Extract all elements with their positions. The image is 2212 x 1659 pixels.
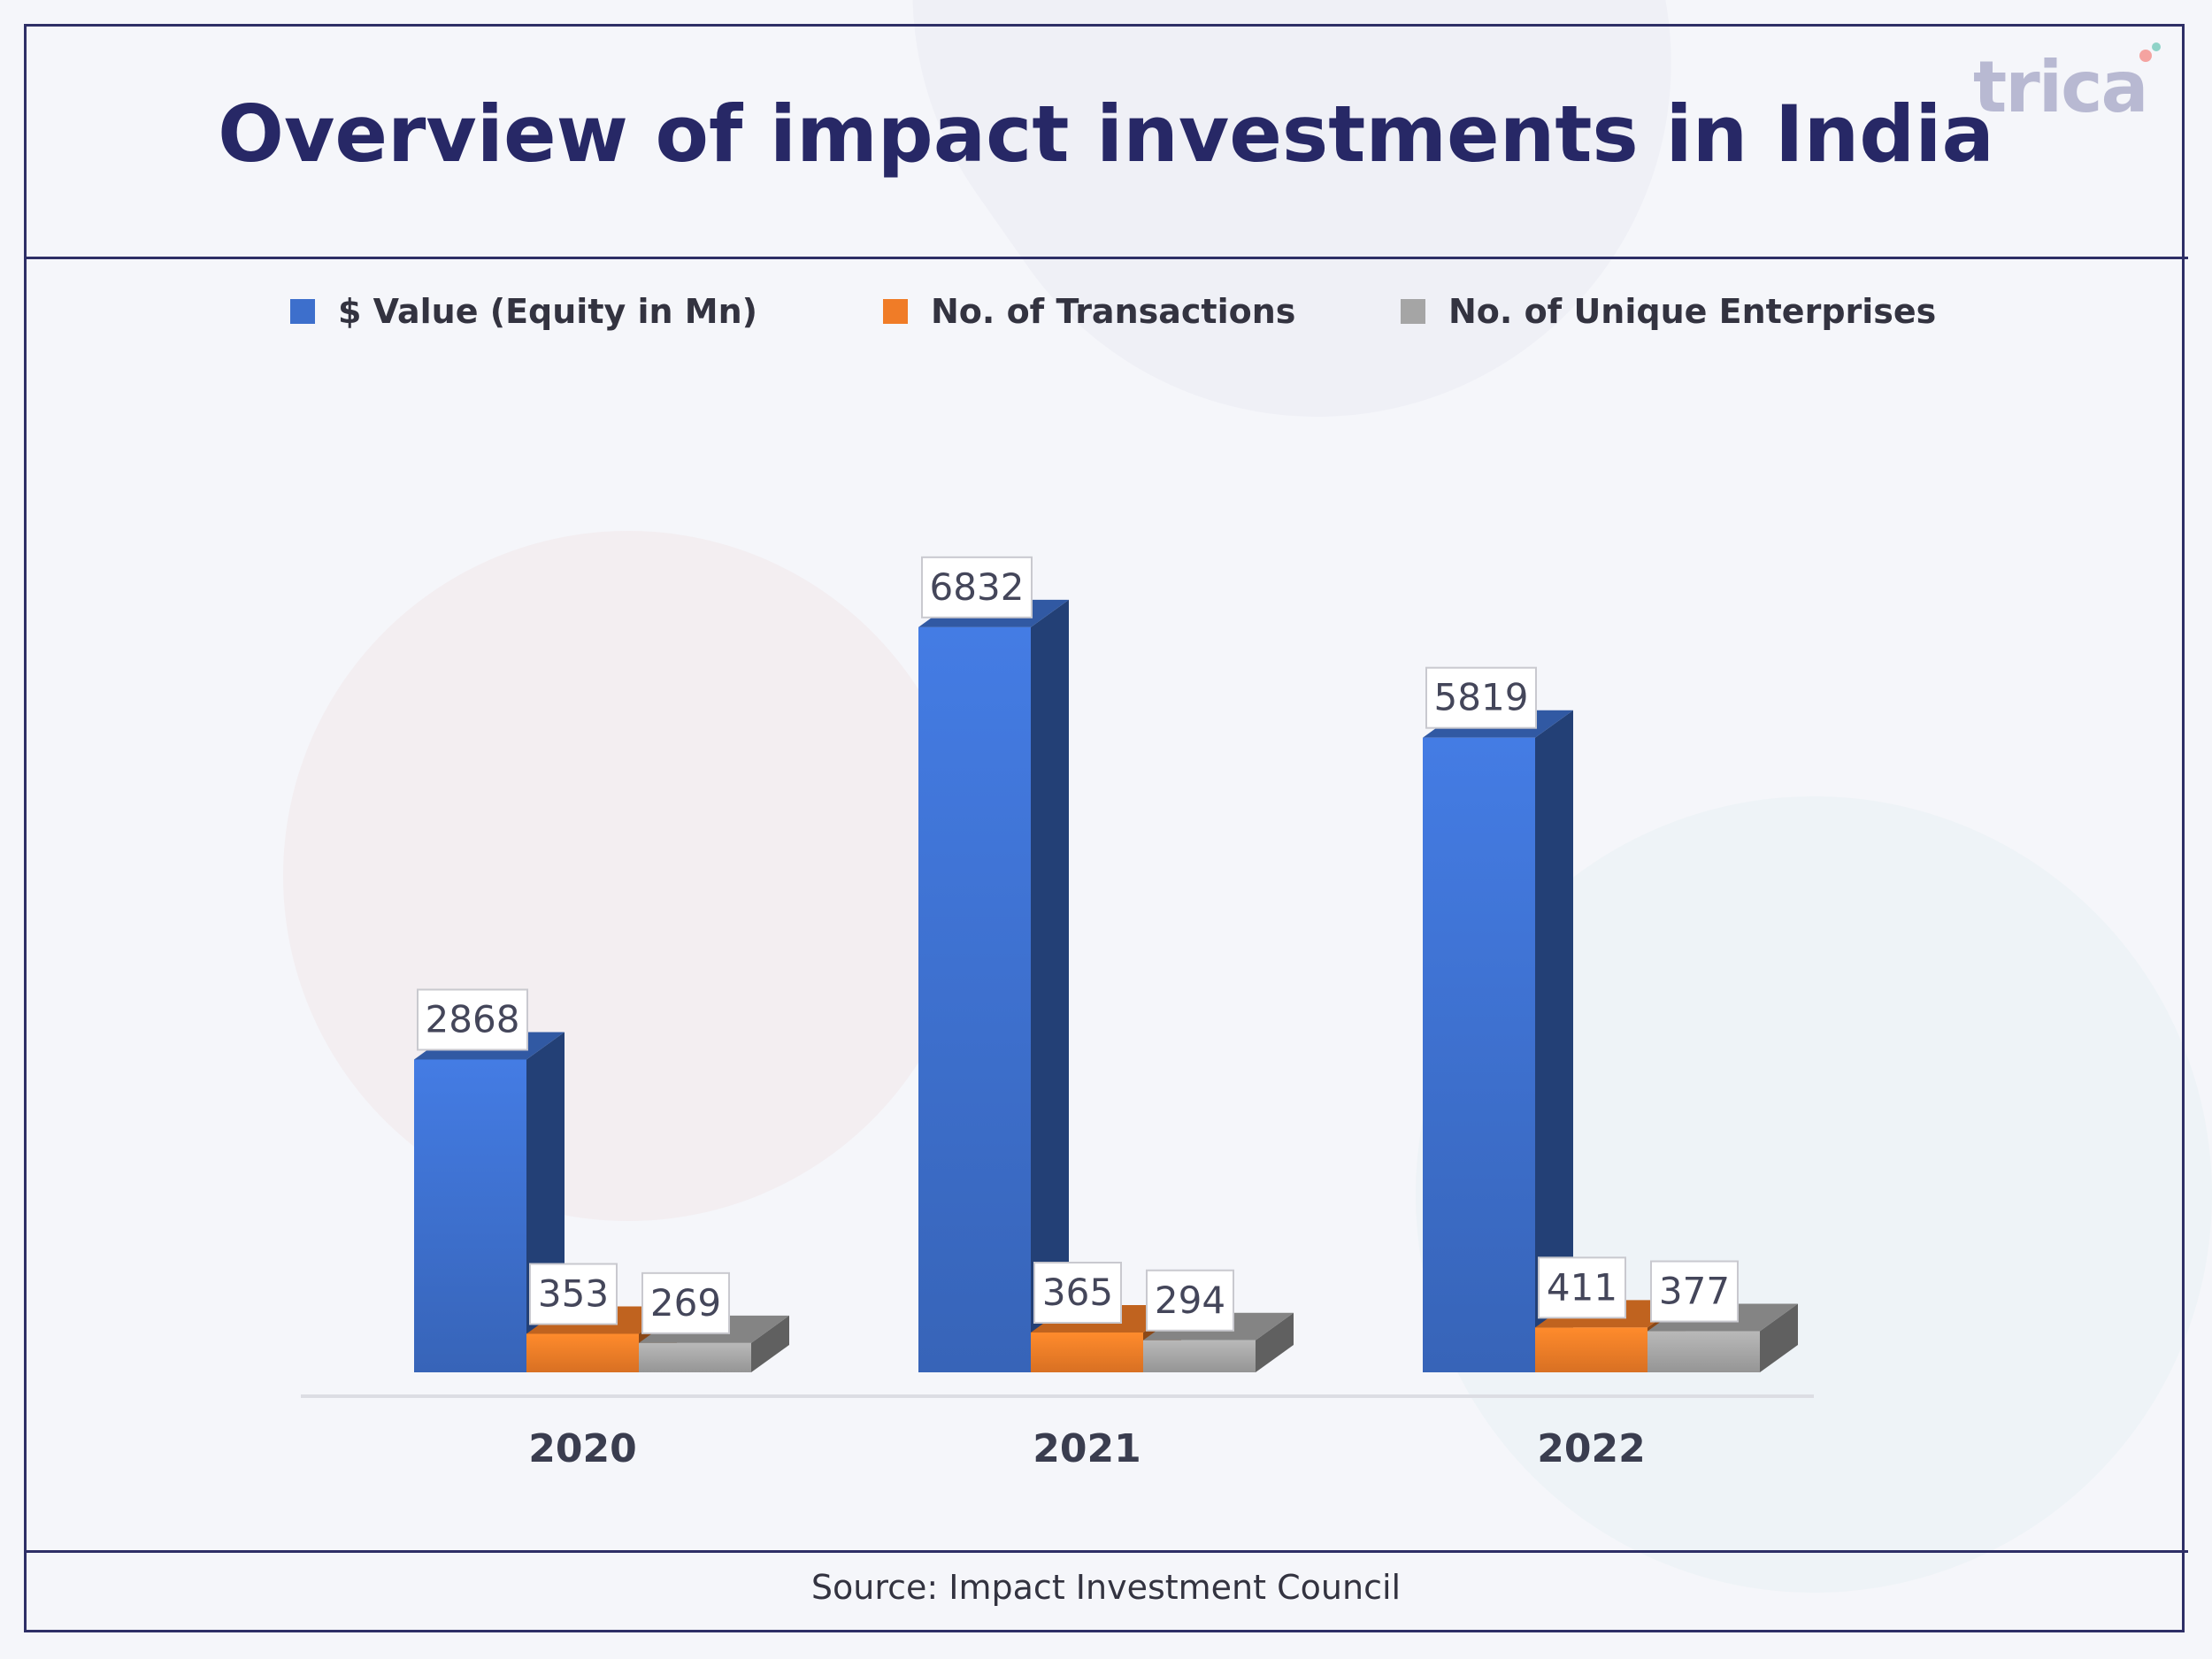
legend-label: No. of Unique Enterprises [1448,292,1937,331]
legend-item-value: $ Value (Equity in Mn) [290,292,757,331]
data-label-box [1146,1269,1234,1332]
x-tick-label: 2021 [1033,1426,1141,1471]
x-tick-label: 2020 [528,1426,636,1471]
data-label-2020-0: 2868 [417,988,528,1051]
data-label: 5819 [1434,676,1529,719]
data-label: 353 [538,1271,609,1315]
legend-swatch [883,299,908,324]
bar-side [1256,1312,1294,1372]
bar-2022-0 [1423,710,1573,1372]
brand-logo: trica [1973,42,2161,128]
data-label-box [1033,1262,1122,1325]
bar-side [1031,599,1069,1372]
legend-label: No. of Transactions [931,292,1296,331]
data-label-2022-2: 377 [1650,1260,1739,1323]
data-label-2021-2: 294 [1146,1269,1234,1332]
logo-text: trica [1973,46,2149,128]
bar-side [1535,710,1573,1372]
x-tick-label: 2022 [1537,1426,1645,1471]
bar-front [918,626,1031,1372]
data-label: 269 [650,1281,721,1325]
data-label-box [921,556,1033,618]
data-label: 2868 [426,997,520,1041]
data-label-box [1538,1256,1626,1319]
data-label: 411 [1547,1265,1617,1309]
data-label: 377 [1659,1270,1730,1313]
slide-frame [24,24,2185,1632]
bar-front [639,1342,751,1372]
bar-side [1760,1303,1798,1372]
legend-item-enterprises: No. of Unique Enterprises [1401,292,1936,331]
data-label-2021-1: 365 [1033,1262,1122,1325]
bar-front [1423,737,1535,1372]
bar-front [1647,1331,1760,1372]
legend-item-transactions: No. of Transactions [883,292,1295,331]
data-label: 6832 [930,565,1025,609]
bar-front [1143,1340,1256,1372]
data-label-box [529,1263,618,1325]
bar-front [1031,1333,1143,1372]
data-label-box [1650,1260,1739,1323]
data-label-2022-0: 5819 [1425,666,1537,729]
logo-dot-icon [2152,42,2161,51]
bar-front [1535,1327,1647,1372]
bar-2022-2 [1647,1303,1798,1372]
data-label-box [417,988,528,1051]
header-divider [24,257,2188,259]
data-label-2020-2: 269 [641,1271,730,1334]
data-label-box [1425,666,1537,729]
data-label-2022-1: 411 [1538,1256,1626,1319]
footer-divider [24,1550,2188,1553]
source-note: Source: Impact Investment Council [810,1568,1402,1607]
bar-side [751,1315,789,1372]
page-title: Overview of impact investments in India [218,88,1994,180]
bar-front [414,1059,526,1372]
logo-dot-icon [2139,50,2152,62]
legend-label: $ Value (Equity in Mn) [338,292,758,331]
data-label-2020-1: 353 [529,1263,618,1325]
bar-front [526,1333,639,1372]
data-label-box [641,1271,730,1334]
bar-2021-0 [918,599,1069,1372]
data-label-2021-0: 6832 [921,556,1033,618]
chart-legend: $ Value (Equity in Mn) No. of Transactio… [0,292,2212,336]
data-label: 365 [1042,1271,1113,1314]
legend-swatch [1401,299,1425,324]
legend-swatch [290,299,315,324]
data-label: 294 [1155,1279,1225,1322]
